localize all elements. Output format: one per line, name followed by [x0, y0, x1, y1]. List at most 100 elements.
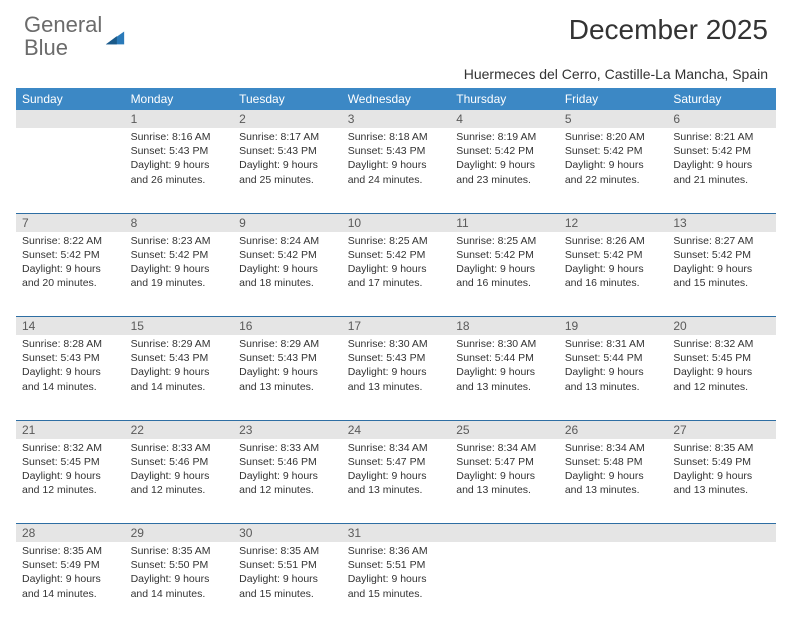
- day-number-cell: 20: [667, 317, 776, 336]
- day-number: 15: [125, 317, 234, 335]
- day-number: 8: [125, 214, 234, 232]
- day-cell: Sunrise: 8:30 AMSunset: 5:44 PMDaylight:…: [450, 335, 559, 420]
- day-number-cell: 3: [342, 110, 451, 128]
- day-number: 30: [233, 524, 342, 542]
- day-cell: Sunrise: 8:29 AMSunset: 5:43 PMDaylight:…: [233, 335, 342, 420]
- dow-header: Sunday: [16, 88, 125, 110]
- day-cell-body: Sunrise: 8:29 AMSunset: 5:43 PMDaylight:…: [125, 335, 234, 400]
- day-number-cell: 6: [667, 110, 776, 128]
- day-cell: Sunrise: 8:26 AMSunset: 5:42 PMDaylight:…: [559, 232, 668, 317]
- day-number-cell: [559, 524, 668, 543]
- day-number: 29: [125, 524, 234, 542]
- day-cell-body: Sunrise: 8:25 AMSunset: 5:42 PMDaylight:…: [450, 232, 559, 297]
- day-cell: Sunrise: 8:22 AMSunset: 5:42 PMDaylight:…: [16, 232, 125, 317]
- logo-triangle-icon: [104, 26, 126, 48]
- week-row: Sunrise: 8:22 AMSunset: 5:42 PMDaylight:…: [16, 232, 776, 317]
- day-number: 16: [233, 317, 342, 335]
- day-number: [559, 524, 668, 542]
- logo-text: General Blue: [24, 14, 102, 60]
- day-number-cell: 1: [125, 110, 234, 128]
- day-number: 24: [342, 421, 451, 439]
- calendar-body: 123456 Sunrise: 8:16 AMSunset: 5:43 PMDa…: [16, 110, 776, 627]
- day-number: 9: [233, 214, 342, 232]
- day-cell-body: Sunrise: 8:22 AMSunset: 5:42 PMDaylight:…: [16, 232, 125, 297]
- day-cell: Sunrise: 8:28 AMSunset: 5:43 PMDaylight:…: [16, 335, 125, 420]
- day-cell-body: [16, 128, 125, 150]
- day-cell-body: Sunrise: 8:34 AMSunset: 5:47 PMDaylight:…: [342, 439, 451, 504]
- dow-header-row: SundayMondayTuesdayWednesdayThursdayFrid…: [16, 88, 776, 110]
- day-cell-body: Sunrise: 8:35 AMSunset: 5:49 PMDaylight:…: [667, 439, 776, 504]
- day-cell: Sunrise: 8:19 AMSunset: 5:42 PMDaylight:…: [450, 128, 559, 213]
- day-number: 25: [450, 421, 559, 439]
- day-cell: Sunrise: 8:20 AMSunset: 5:42 PMDaylight:…: [559, 128, 668, 213]
- day-cell-body: Sunrise: 8:34 AMSunset: 5:48 PMDaylight:…: [559, 439, 668, 504]
- day-number-cell: 9: [233, 213, 342, 232]
- day-number-cell: [16, 110, 125, 128]
- logo: General Blue: [24, 14, 126, 60]
- day-number: 28: [16, 524, 125, 542]
- day-number: 21: [16, 421, 125, 439]
- week-row: Sunrise: 8:32 AMSunset: 5:45 PMDaylight:…: [16, 439, 776, 524]
- day-cell: Sunrise: 8:33 AMSunset: 5:46 PMDaylight:…: [233, 439, 342, 524]
- day-cell-body: Sunrise: 8:28 AMSunset: 5:43 PMDaylight:…: [16, 335, 125, 400]
- day-cell: Sunrise: 8:18 AMSunset: 5:43 PMDaylight:…: [342, 128, 451, 213]
- day-number: 1: [125, 110, 234, 128]
- day-cell: Sunrise: 8:35 AMSunset: 5:50 PMDaylight:…: [125, 542, 234, 627]
- week-row: Sunrise: 8:28 AMSunset: 5:43 PMDaylight:…: [16, 335, 776, 420]
- day-cell-body: [559, 542, 668, 564]
- day-number: 13: [667, 214, 776, 232]
- day-number-cell: 5: [559, 110, 668, 128]
- day-number: 10: [342, 214, 451, 232]
- day-number: 27: [667, 421, 776, 439]
- day-number-cell: 28: [16, 524, 125, 543]
- day-number-cell: 14: [16, 317, 125, 336]
- day-cell: Sunrise: 8:34 AMSunset: 5:47 PMDaylight:…: [450, 439, 559, 524]
- day-number-cell: 13: [667, 213, 776, 232]
- day-cell-body: Sunrise: 8:18 AMSunset: 5:43 PMDaylight:…: [342, 128, 451, 193]
- day-number: 19: [559, 317, 668, 335]
- day-cell: Sunrise: 8:25 AMSunset: 5:42 PMDaylight:…: [450, 232, 559, 317]
- day-cell-body: Sunrise: 8:30 AMSunset: 5:44 PMDaylight:…: [450, 335, 559, 400]
- day-cell-body: Sunrise: 8:33 AMSunset: 5:46 PMDaylight:…: [125, 439, 234, 504]
- dow-header: Friday: [559, 88, 668, 110]
- day-number-cell: 24: [342, 420, 451, 439]
- day-cell: Sunrise: 8:34 AMSunset: 5:47 PMDaylight:…: [342, 439, 451, 524]
- day-number: 3: [342, 110, 451, 128]
- day-number: 14: [16, 317, 125, 335]
- day-cell-body: Sunrise: 8:21 AMSunset: 5:42 PMDaylight:…: [667, 128, 776, 193]
- day-cell-body: Sunrise: 8:35 AMSunset: 5:51 PMDaylight:…: [233, 542, 342, 607]
- day-cell-body: Sunrise: 8:23 AMSunset: 5:42 PMDaylight:…: [125, 232, 234, 297]
- day-number-cell: 8: [125, 213, 234, 232]
- day-cell-body: Sunrise: 8:34 AMSunset: 5:47 PMDaylight:…: [450, 439, 559, 504]
- day-number: 18: [450, 317, 559, 335]
- day-number: 31: [342, 524, 451, 542]
- day-cell: Sunrise: 8:21 AMSunset: 5:42 PMDaylight:…: [667, 128, 776, 213]
- daynum-row: 21222324252627: [16, 420, 776, 439]
- day-cell-body: Sunrise: 8:35 AMSunset: 5:49 PMDaylight:…: [16, 542, 125, 607]
- day-number-cell: 18: [450, 317, 559, 336]
- day-cell-body: Sunrise: 8:17 AMSunset: 5:43 PMDaylight:…: [233, 128, 342, 193]
- day-cell-body: Sunrise: 8:31 AMSunset: 5:44 PMDaylight:…: [559, 335, 668, 400]
- day-number-cell: 25: [450, 420, 559, 439]
- day-cell-body: Sunrise: 8:27 AMSunset: 5:42 PMDaylight:…: [667, 232, 776, 297]
- day-cell: Sunrise: 8:35 AMSunset: 5:51 PMDaylight:…: [233, 542, 342, 627]
- day-number-cell: [667, 524, 776, 543]
- day-cell: Sunrise: 8:33 AMSunset: 5:46 PMDaylight:…: [125, 439, 234, 524]
- day-number: 6: [667, 110, 776, 128]
- day-number-cell: 22: [125, 420, 234, 439]
- dow-header: Thursday: [450, 88, 559, 110]
- title-block: December 2025: [569, 14, 768, 46]
- day-number-cell: 27: [667, 420, 776, 439]
- day-cell: Sunrise: 8:31 AMSunset: 5:44 PMDaylight:…: [559, 335, 668, 420]
- day-cell: Sunrise: 8:29 AMSunset: 5:43 PMDaylight:…: [125, 335, 234, 420]
- day-cell: Sunrise: 8:32 AMSunset: 5:45 PMDaylight:…: [16, 439, 125, 524]
- day-cell: Sunrise: 8:24 AMSunset: 5:42 PMDaylight:…: [233, 232, 342, 317]
- day-cell: [667, 542, 776, 627]
- day-cell: Sunrise: 8:35 AMSunset: 5:49 PMDaylight:…: [16, 542, 125, 627]
- day-cell-body: [667, 542, 776, 564]
- day-number: 26: [559, 421, 668, 439]
- day-cell: Sunrise: 8:34 AMSunset: 5:48 PMDaylight:…: [559, 439, 668, 524]
- day-number: 23: [233, 421, 342, 439]
- day-cell-body: Sunrise: 8:33 AMSunset: 5:46 PMDaylight:…: [233, 439, 342, 504]
- day-cell-body: Sunrise: 8:24 AMSunset: 5:42 PMDaylight:…: [233, 232, 342, 297]
